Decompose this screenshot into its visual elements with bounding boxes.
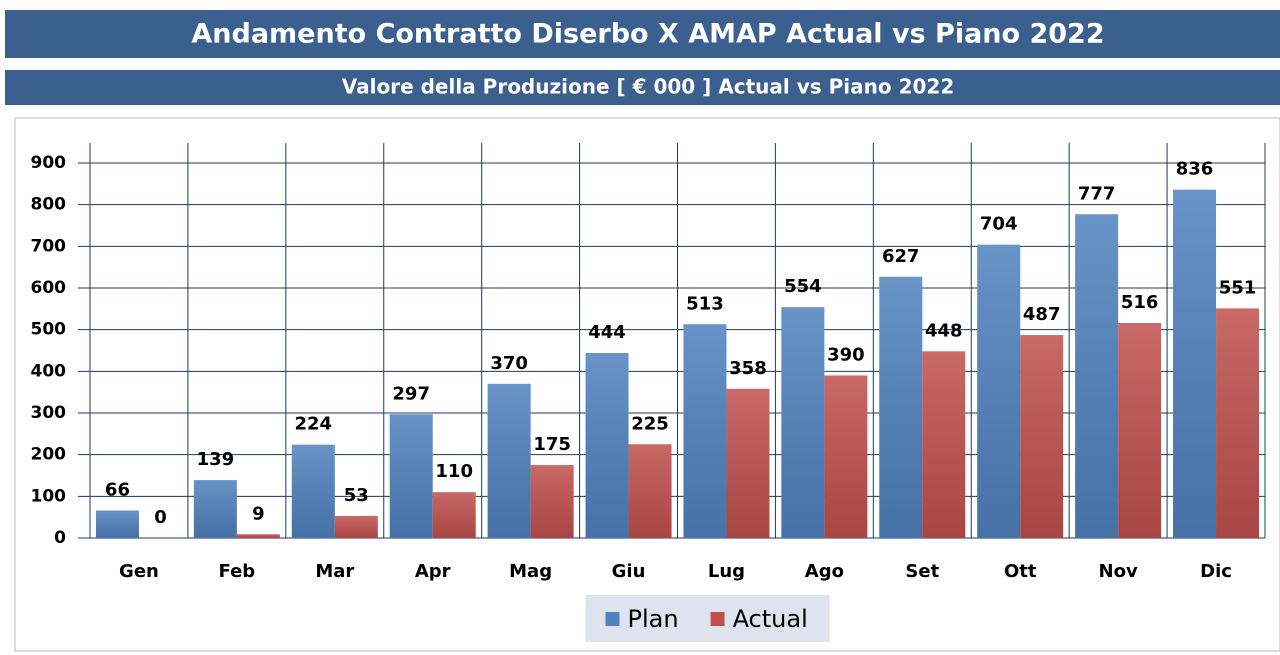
data-label: 139 <box>197 449 235 470</box>
bar-shade <box>628 444 672 538</box>
bar-shade <box>922 351 966 538</box>
y-tick-label: 700 <box>31 236 67 256</box>
data-label: 516 <box>1121 292 1159 313</box>
data-label: 0 <box>154 507 167 528</box>
y-tick-label: 100 <box>31 486 67 506</box>
y-tick-label: 900 <box>31 153 67 173</box>
data-label: 66 <box>105 480 130 501</box>
legend-label: Actual <box>733 605 808 633</box>
legend-label: Plan <box>628 605 679 633</box>
bar-shade <box>977 244 1021 538</box>
data-label: 225 <box>631 413 669 434</box>
x-tick-label: Nov <box>1099 561 1138 582</box>
y-tick-label: 200 <box>31 445 67 465</box>
bar-shade <box>1075 214 1119 538</box>
bar-shade <box>824 375 868 538</box>
data-label: 390 <box>827 345 865 366</box>
data-label: 777 <box>1078 183 1116 204</box>
y-tick-label: 600 <box>31 278 67 298</box>
data-label: 53 <box>344 485 369 506</box>
bar-shade <box>1020 335 1064 538</box>
bar-shade <box>432 492 476 538</box>
data-label: 448 <box>925 320 963 341</box>
x-tick-label: Lug <box>708 561 745 582</box>
data-label: 551 <box>1219 277 1257 298</box>
bar-shade <box>236 534 280 538</box>
data-label: 370 <box>490 353 528 374</box>
data-label: 9 <box>252 503 265 524</box>
y-tick-label: 500 <box>31 320 67 340</box>
bar-shade <box>879 276 923 538</box>
bar-shade <box>726 388 770 538</box>
x-tick-label: Mar <box>315 561 354 582</box>
bar-shade <box>1216 308 1260 538</box>
data-label: 487 <box>1023 304 1061 325</box>
y-tick-label: 400 <box>31 361 67 381</box>
y-tick-label: 0 <box>54 528 66 548</box>
data-label: 224 <box>295 414 333 435</box>
data-label: 554 <box>784 276 822 297</box>
data-label: 297 <box>392 383 430 404</box>
y-tick-label: 800 <box>31 195 67 215</box>
bar-shade <box>389 414 433 538</box>
data-label: 175 <box>533 434 571 455</box>
subtitle-bar <box>5 70 1280 105</box>
data-label: 444 <box>588 322 626 343</box>
data-label: 704 <box>980 214 1018 235</box>
bar-shade <box>530 465 574 538</box>
chart-title: Andamento Contratto Diserbo X AMAP Actua… <box>191 19 1104 50</box>
data-label: 627 <box>882 246 920 267</box>
bar-shade <box>193 480 237 538</box>
chart-subtitle: Valore della Produzione [ € 000 ] Actual… <box>342 75 955 99</box>
bar-shade <box>334 515 378 538</box>
bar-shade <box>95 510 139 538</box>
bar-shade <box>683 324 727 538</box>
x-tick-label: Dic <box>1200 561 1232 582</box>
x-tick-label: Giu <box>612 561 646 582</box>
title-bar <box>5 10 1280 58</box>
x-tick-label: Gen <box>119 561 159 582</box>
y-tick-label: 300 <box>31 403 67 423</box>
data-label: 836 <box>1176 159 1214 180</box>
data-label: 358 <box>729 358 767 379</box>
legend-box <box>585 595 830 642</box>
bar-shade <box>1173 189 1217 538</box>
legend-swatch <box>710 612 725 626</box>
legend-swatch <box>605 612 620 626</box>
bar-shade <box>781 307 825 538</box>
bar-shade <box>585 353 629 538</box>
bar-shade <box>487 383 531 538</box>
data-label: 110 <box>435 461 473 482</box>
bar-shade <box>1118 323 1162 538</box>
x-tick-label: Mag <box>509 561 552 582</box>
x-tick-label: Ago <box>805 561 844 582</box>
x-tick-label: Apr <box>415 561 451 582</box>
data-label: 513 <box>686 293 724 314</box>
x-tick-label: Ott <box>1004 561 1037 582</box>
x-tick-label: Set <box>905 561 939 582</box>
x-tick-label: Feb <box>219 561 256 582</box>
bar-shade <box>291 444 335 538</box>
